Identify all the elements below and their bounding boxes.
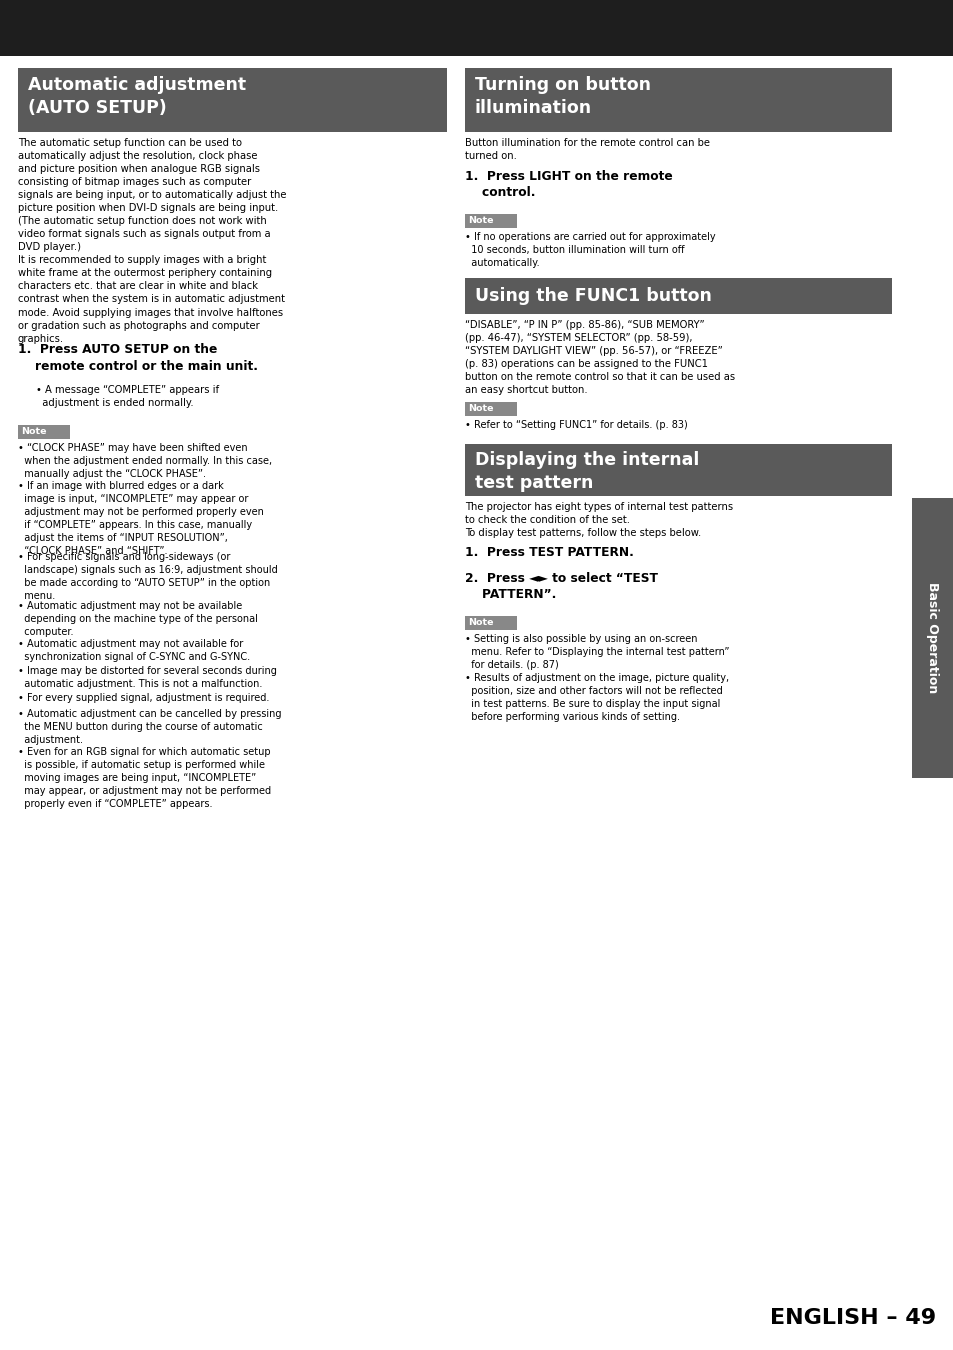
Bar	[18, 68, 447, 132]
Text: • Refer to “Setting FUNC1” for details. (p. 83): • Refer to “Setting FUNC1” for details. …	[464, 420, 687, 431]
Text: • “CLOCK PHASE” may have been shifted even
  when the adjustment ended normally.: • “CLOCK PHASE” may have been shifted ev…	[18, 443, 272, 479]
Text: • Automatic adjustment may not available for
  synchronization signal of C-SYNC : • Automatic adjustment may not available…	[18, 639, 250, 662]
Text: The automatic setup function can be used to
automatically adjust the resolution,: The automatic setup function can be used…	[18, 138, 286, 344]
Text: Note: Note	[468, 618, 493, 626]
Text: Note: Note	[468, 404, 493, 413]
Text: Displaying the internal
test pattern: Displaying the internal test pattern	[475, 451, 699, 491]
Bar	[18, 425, 70, 439]
Text: 1.  Press TEST PATTERN.: 1. Press TEST PATTERN.	[464, 545, 633, 559]
Text: Turning on button
illumination: Turning on button illumination	[475, 76, 650, 117]
Bar	[464, 68, 891, 132]
Text: 1.  Press AUTO SETUP on the
    remote control or the main unit.: 1. Press AUTO SETUP on the remote contro…	[18, 343, 257, 373]
Bar	[464, 278, 891, 315]
Text: The projector has eight types of internal test patterns
to check the condition o: The projector has eight types of interna…	[464, 502, 732, 539]
Text: • Even for an RGB signal for which automatic setup
  is possible, if automatic s: • Even for an RGB signal for which autom…	[18, 747, 271, 809]
Bar	[464, 215, 517, 228]
Text: 2.  Press ◄► to select “TEST
    PATTERN”.: 2. Press ◄► to select “TEST PATTERN”.	[464, 572, 658, 602]
Bar	[464, 616, 517, 630]
Text: ENGLISH – 49: ENGLISH – 49	[769, 1308, 935, 1328]
Text: Button illumination for the remote control can be
turned on.: Button illumination for the remote contr…	[464, 138, 709, 161]
Bar	[0, 0, 953, 55]
Text: • If an image with blurred edges or a dark
  image is input, “INCOMPLETE” may ap: • If an image with blurred edges or a da…	[18, 481, 264, 556]
Bar	[464, 402, 517, 416]
Text: • Setting is also possible by using an on-screen
  menu. Refer to “Displaying th: • Setting is also possible by using an o…	[464, 634, 729, 722]
Bar	[464, 444, 891, 495]
Text: • If no operations are carried out for approximately
  10 seconds, button illumi: • If no operations are carried out for a…	[464, 232, 715, 269]
Text: • Automatic adjustment may not be available
  depending on the machine type of t: • Automatic adjustment may not be availa…	[18, 601, 257, 637]
Text: • Automatic adjustment can be cancelled by pressing
  the MENU button during the: • Automatic adjustment can be cancelled …	[18, 709, 281, 745]
Text: Automatic adjustment
(AUTO SETUP): Automatic adjustment (AUTO SETUP)	[28, 76, 246, 117]
Text: 1.  Press LIGHT on the remote
    control.: 1. Press LIGHT on the remote control.	[464, 170, 672, 200]
Text: • For specific signals and long-sideways (or
  landscape) signals such as 16:9, : • For specific signals and long-sideways…	[18, 552, 277, 601]
Text: Note: Note	[468, 216, 493, 225]
Text: Using the FUNC1 button: Using the FUNC1 button	[475, 288, 711, 305]
Text: • Image may be distorted for several seconds during
  automatic adjustment. This: • Image may be distorted for several sec…	[18, 666, 276, 688]
Text: • A message “COMPLETE” appears if
  adjustment is ended normally.: • A message “COMPLETE” appears if adjust…	[36, 385, 219, 408]
Bar	[911, 498, 953, 778]
Text: • For every supplied signal, adjustment is required.: • For every supplied signal, adjustment …	[18, 693, 269, 703]
Text: Note: Note	[21, 427, 47, 436]
Text: Basic Operation: Basic Operation	[925, 582, 939, 694]
Text: “DISABLE”, “P IN P” (pp. 85-86), “SUB MEMORY”
(pp. 46-47), “SYSTEM SELECTOR” (pp: “DISABLE”, “P IN P” (pp. 85-86), “SUB ME…	[464, 320, 735, 396]
